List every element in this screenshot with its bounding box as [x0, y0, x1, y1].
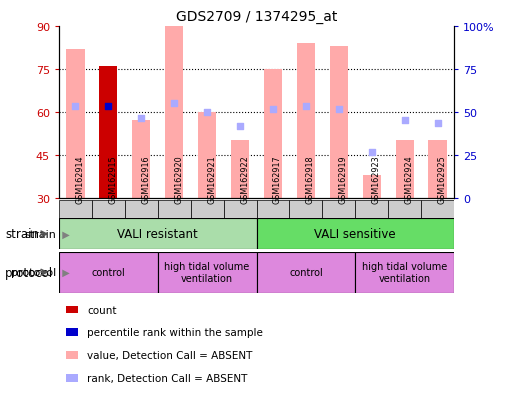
Bar	[165, 27, 183, 198]
Bar	[363, 176, 381, 198]
Bar	[125, 200, 158, 233]
Point	[104, 104, 112, 110]
Bar	[355, 200, 388, 233]
Bar	[231, 141, 249, 198]
Point	[401, 118, 409, 124]
Bar	[66, 351, 78, 359]
Bar	[256, 200, 289, 233]
Point	[368, 149, 376, 156]
Text: GDS2709 / 1374295_at: GDS2709 / 1374295_at	[176, 10, 337, 24]
Bar	[198, 113, 216, 198]
Point	[236, 123, 244, 130]
Text: control: control	[91, 268, 125, 278]
Text: rank, Detection Call = ABSENT: rank, Detection Call = ABSENT	[87, 373, 248, 383]
Bar	[66, 50, 85, 198]
Bar	[289, 200, 322, 233]
Text: strain: strain	[25, 229, 56, 240]
Bar	[256, 252, 355, 293]
Point	[137, 115, 145, 121]
Text: GSM162916: GSM162916	[141, 155, 150, 204]
Bar	[191, 200, 224, 233]
Point	[269, 107, 277, 113]
Bar	[66, 306, 78, 314]
Text: GSM162924: GSM162924	[405, 155, 413, 204]
Bar	[330, 47, 348, 198]
Text: GSM162925: GSM162925	[438, 155, 446, 204]
Bar	[92, 200, 125, 233]
Text: strain: strain	[5, 228, 39, 241]
Point	[302, 104, 310, 110]
Bar	[66, 328, 78, 337]
Point	[334, 107, 343, 113]
Text: ▶: ▶	[56, 229, 70, 240]
Bar	[100, 67, 117, 198]
Text: GSM162923: GSM162923	[372, 155, 381, 204]
Bar	[66, 374, 78, 382]
Text: GSM162921: GSM162921	[207, 155, 216, 204]
Bar	[421, 200, 454, 233]
Text: protocol: protocol	[11, 268, 56, 278]
Text: GSM162918: GSM162918	[306, 155, 315, 204]
Text: GSM162914: GSM162914	[75, 155, 85, 204]
Point	[71, 104, 80, 110]
Bar	[264, 70, 282, 198]
Text: GSM162917: GSM162917	[273, 155, 282, 204]
Text: percentile rank within the sample: percentile rank within the sample	[87, 328, 263, 337]
Text: protocol: protocol	[5, 266, 53, 279]
Bar	[256, 219, 454, 250]
Text: high tidal volume
ventilation: high tidal volume ventilation	[362, 262, 447, 283]
Bar	[396, 141, 413, 198]
Bar	[158, 252, 256, 293]
Bar	[428, 141, 447, 198]
Point	[433, 121, 442, 127]
Bar	[59, 219, 256, 250]
Bar	[132, 121, 150, 198]
Text: high tidal volume
ventilation: high tidal volume ventilation	[165, 262, 250, 283]
Bar	[388, 200, 421, 233]
Text: VALI resistant: VALI resistant	[117, 228, 198, 241]
Bar	[355, 252, 454, 293]
Text: value, Detection Call = ABSENT: value, Detection Call = ABSENT	[87, 350, 252, 360]
Text: count: count	[87, 305, 117, 315]
Point	[203, 109, 211, 116]
Text: GSM162922: GSM162922	[240, 155, 249, 204]
Bar	[59, 252, 158, 293]
Text: ▶: ▶	[56, 268, 70, 278]
Text: control: control	[289, 268, 323, 278]
Bar	[59, 200, 92, 233]
Text: GSM162915: GSM162915	[108, 155, 117, 204]
Bar	[297, 44, 315, 198]
Text: VALI sensitive: VALI sensitive	[314, 228, 396, 241]
Bar	[322, 200, 355, 233]
Text: GSM162919: GSM162919	[339, 155, 348, 204]
Bar	[224, 200, 256, 233]
Bar	[158, 200, 191, 233]
Text: GSM162920: GSM162920	[174, 155, 183, 204]
Point	[170, 101, 179, 107]
